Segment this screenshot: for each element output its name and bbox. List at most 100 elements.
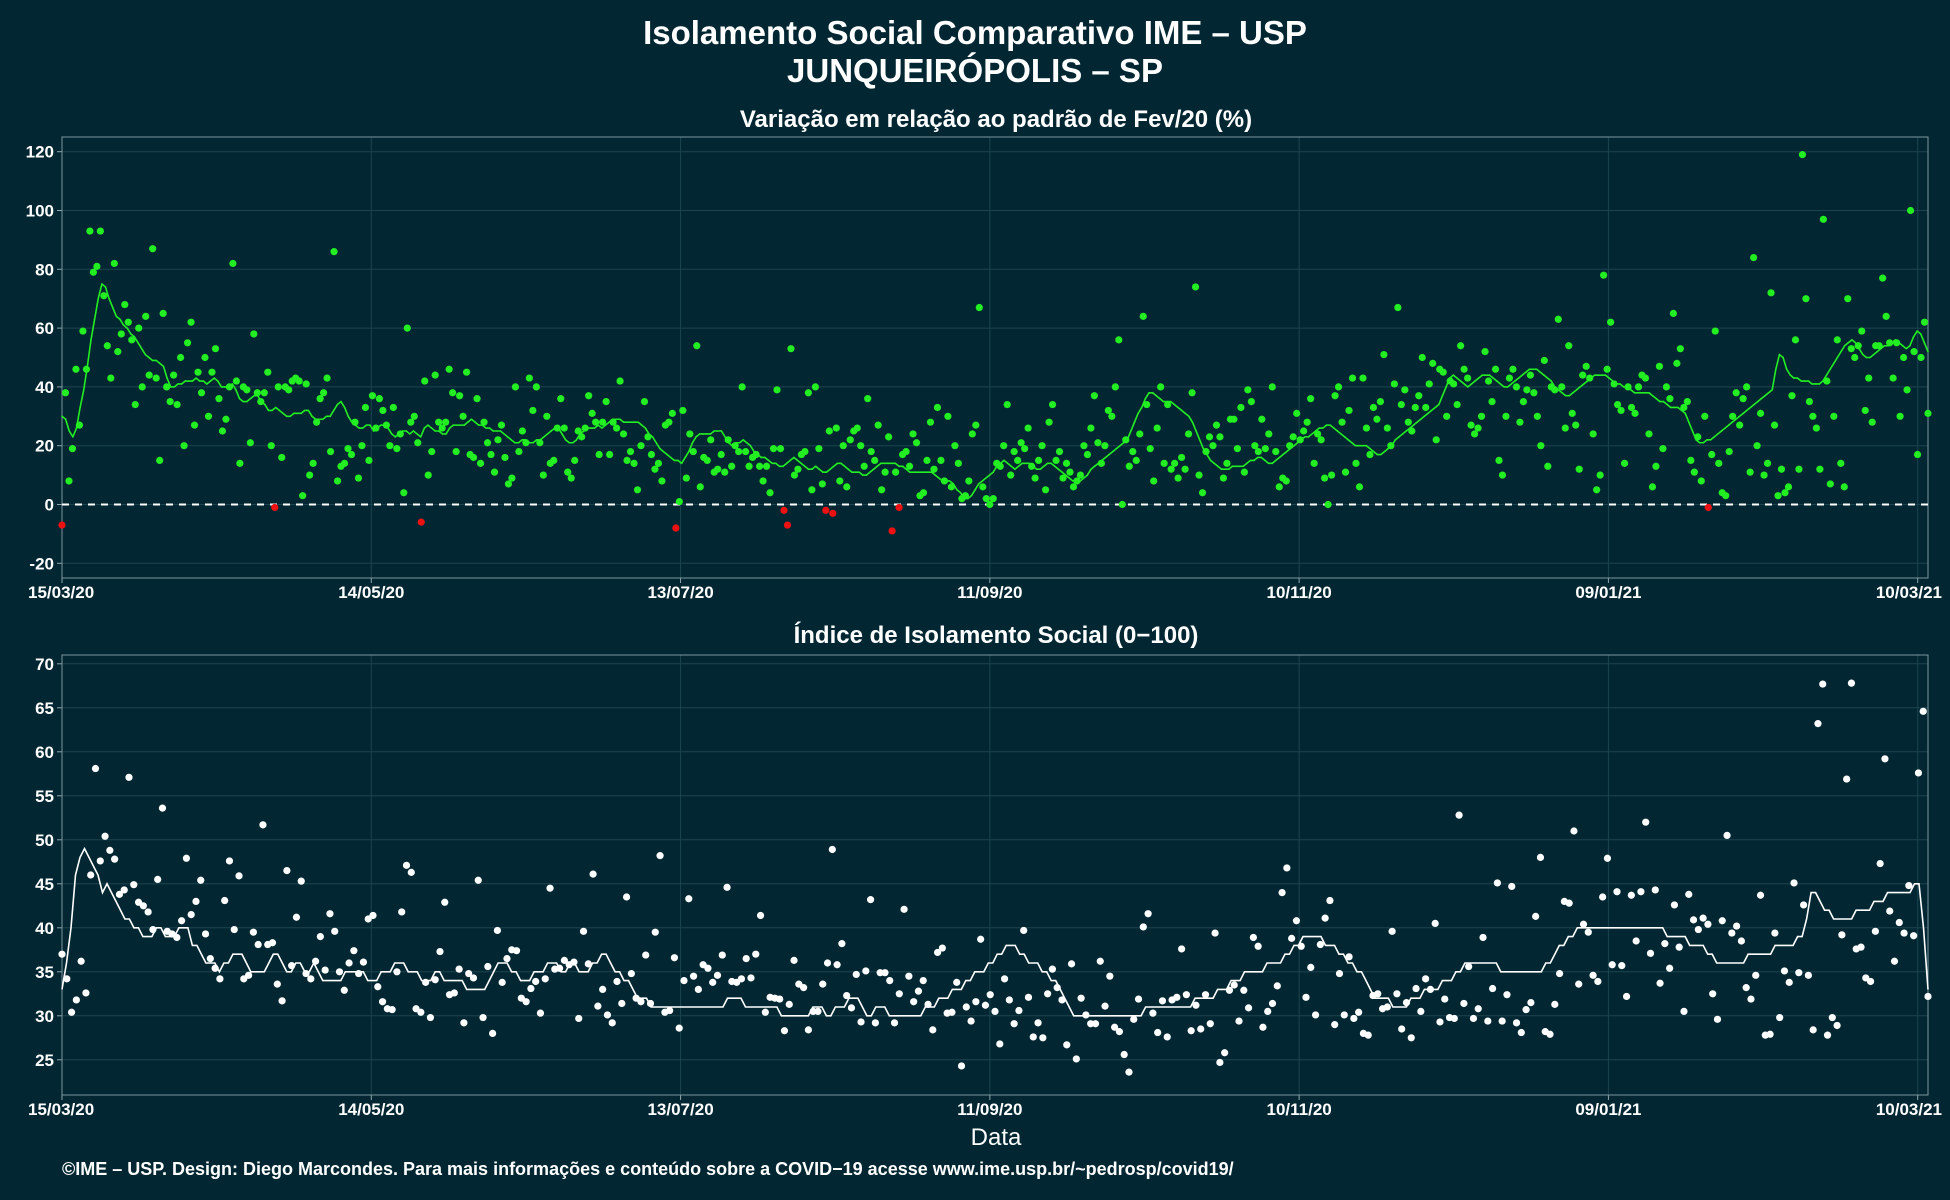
data-point <box>961 492 969 500</box>
data-point <box>1195 471 1203 479</box>
data-point <box>1651 886 1659 894</box>
x-tick-label: 10/11/20 <box>1267 583 1332 602</box>
moving-average-segment <box>1195 430 1201 441</box>
data-point <box>1565 899 1573 907</box>
data-point <box>1073 477 1081 485</box>
data-point <box>654 459 663 467</box>
data-point <box>637 442 645 450</box>
moving-average-segment <box>97 283 103 300</box>
data-point <box>192 897 200 906</box>
data-point <box>1144 910 1152 918</box>
data-point <box>977 935 985 943</box>
data-point <box>623 456 631 464</box>
data-point <box>1417 1007 1425 1016</box>
data-point <box>1178 945 1186 953</box>
variation-panel: -20 0 20 40 60 80 100 120 15/03/20 14/05/20 13/07/… <box>26 136 1942 602</box>
data-point <box>682 474 690 482</box>
data-point <box>204 412 213 420</box>
data-point <box>522 998 530 1006</box>
data-point <box>570 958 578 966</box>
data-point <box>1589 971 1597 979</box>
data-point <box>211 345 220 353</box>
data-point <box>260 389 268 397</box>
data-point <box>283 867 291 875</box>
data-point <box>441 898 449 906</box>
data-point <box>1624 383 1632 391</box>
data-point <box>1201 991 1210 999</box>
data-point <box>1044 990 1052 998</box>
data-point <box>1857 943 1865 951</box>
data-point <box>285 386 293 394</box>
data-point <box>1603 365 1611 373</box>
moving-average-segment <box>1133 412 1139 423</box>
data-point <box>1120 1050 1128 1059</box>
data-point <box>1599 893 1607 901</box>
data-point <box>1886 339 1894 347</box>
data-point <box>862 967 870 975</box>
data-point <box>1249 933 1257 942</box>
data-point <box>1167 465 1175 473</box>
data-point <box>1139 923 1147 931</box>
panel-title-variation: Variação em relação ao padrão de Fev/20 … <box>740 106 1252 133</box>
moving-average-segment <box>720 430 726 438</box>
data-point <box>1516 418 1524 426</box>
x-tick-label: 09/01/21 <box>1575 1100 1641 1119</box>
data-point <box>529 406 537 415</box>
data-point <box>479 1013 487 1022</box>
data-point <box>163 383 171 391</box>
data-point <box>575 1014 583 1023</box>
data-point <box>1076 471 1085 479</box>
data-point <box>693 342 701 350</box>
data-point <box>1544 462 1552 470</box>
data-point <box>1742 984 1750 992</box>
data-point <box>1205 433 1214 441</box>
data-point <box>1906 206 1915 215</box>
data-point <box>1536 853 1545 862</box>
data-point <box>832 424 840 432</box>
data-point <box>1675 943 1683 951</box>
data-point <box>1913 450 1922 459</box>
data-point <box>1038 442 1046 450</box>
data-point <box>1426 985 1434 994</box>
data-point <box>1659 445 1667 453</box>
data-point <box>822 506 830 514</box>
data-point <box>546 884 554 892</box>
moving-average-segment <box>64 418 71 432</box>
data-point <box>756 911 765 920</box>
data-point <box>1596 471 1604 479</box>
moving-average-segment <box>72 427 78 438</box>
data-point <box>100 292 108 300</box>
data-point <box>761 1008 769 1016</box>
data-point <box>1784 483 1793 491</box>
data-point <box>1776 1013 1784 1022</box>
data-point <box>483 439 492 447</box>
data-point <box>422 978 430 986</box>
data-point <box>1756 891 1765 899</box>
data-point <box>800 984 808 992</box>
data-point <box>953 978 961 986</box>
data-point <box>264 368 272 376</box>
data-point <box>355 969 363 978</box>
data-point <box>1254 447 1262 456</box>
data-point <box>1412 984 1420 993</box>
data-point <box>1082 1011 1090 1019</box>
data-point <box>1489 984 1497 993</box>
data-point <box>1551 386 1559 394</box>
data-point <box>1216 433 1224 441</box>
data-point <box>951 442 959 450</box>
data-point <box>766 489 774 497</box>
data-point <box>1498 1017 1506 1025</box>
data-point <box>1254 942 1262 950</box>
data-point <box>1662 383 1671 391</box>
data-point <box>398 908 406 916</box>
data-point <box>1310 459 1318 467</box>
data-point <box>713 971 722 979</box>
data-point <box>1893 339 1901 347</box>
moving-average-segment <box>119 318 125 326</box>
data-point <box>567 474 575 482</box>
data-point <box>1540 356 1548 365</box>
moving-average-segment <box>688 441 694 453</box>
data-point <box>1694 925 1702 934</box>
data-point <box>436 947 444 956</box>
data-point <box>120 886 128 894</box>
